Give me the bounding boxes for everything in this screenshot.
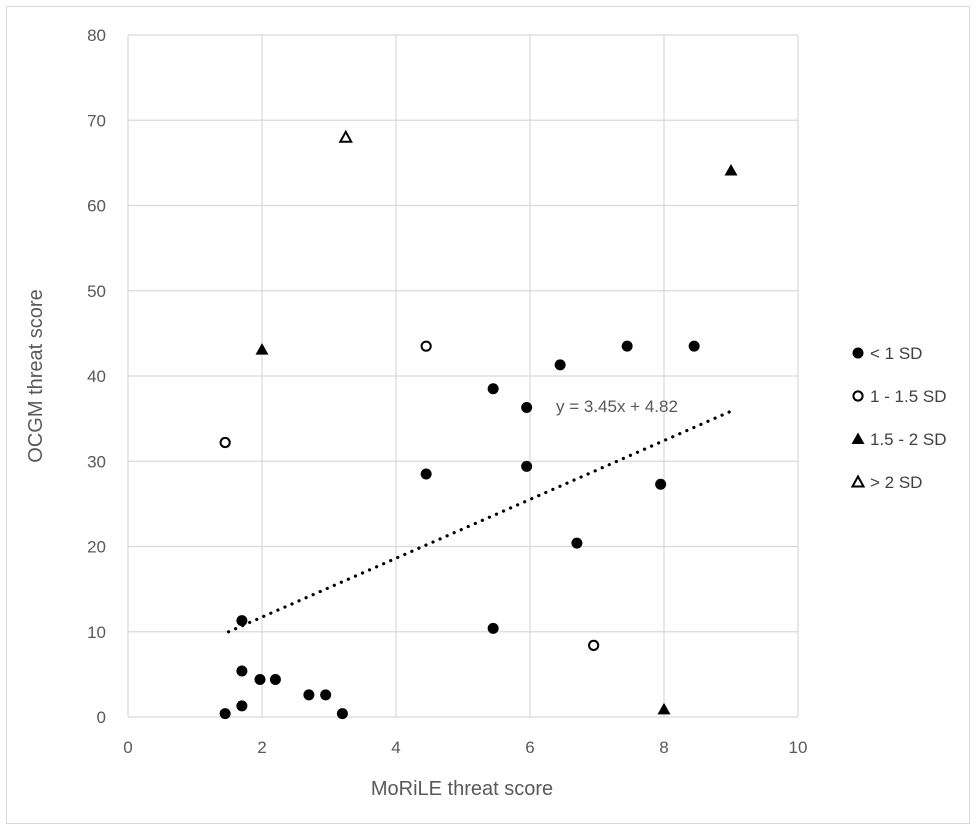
y-tick-label: 60 <box>87 197 106 216</box>
y-tick-label: 10 <box>87 623 106 642</box>
data-point <box>554 359 566 371</box>
x-tick-label: 2 <box>257 738 266 757</box>
data-point <box>487 383 499 395</box>
grid-lines <box>127 34 799 718</box>
legend-label: > 2 SD <box>870 473 922 492</box>
data-point <box>521 402 533 414</box>
data-point <box>254 673 266 685</box>
data-point <box>724 164 738 176</box>
y-tick-label: 20 <box>87 538 106 557</box>
data-point <box>336 708 348 720</box>
legend-marker <box>850 474 866 488</box>
data-point <box>219 436 231 449</box>
data-points <box>219 129 738 720</box>
data-point <box>521 460 533 472</box>
data-point <box>571 537 583 549</box>
legend-label: 1.5 - 2 SD <box>870 430 947 449</box>
data-point <box>621 340 633 352</box>
data-point <box>236 615 248 627</box>
x-axis-ticks: 0 2 4 6 8 10 <box>123 738 807 757</box>
y-tick-label: 80 <box>87 26 106 45</box>
y-axis-ticks: 0 10 20 30 40 50 60 70 80 <box>87 26 106 727</box>
data-point <box>655 478 667 490</box>
data-point <box>236 665 248 677</box>
data-point <box>338 129 353 143</box>
data-point <box>420 468 432 480</box>
y-axis-title: OCGM threat score <box>25 289 47 462</box>
y-tick-label: 0 <box>97 708 106 727</box>
legend: < 1 SD 1 - 1.5 SD 1.5 - 2 SD > 2 SD <box>850 344 947 492</box>
trendline-equation: y = 3.45x + 4.82 <box>556 397 678 416</box>
legend-label: < 1 SD <box>870 344 922 363</box>
data-point <box>588 639 600 651</box>
data-point <box>269 673 281 685</box>
trendline-line <box>226 409 733 634</box>
data-point <box>219 708 231 720</box>
y-tick-label: 40 <box>87 367 106 386</box>
data-point <box>320 689 332 701</box>
data-point <box>236 700 248 712</box>
data-point <box>688 340 700 352</box>
y-tick-label: 50 <box>87 282 106 301</box>
x-tick-label: 8 <box>659 738 668 757</box>
trendline <box>226 409 733 634</box>
y-tick-label: 70 <box>87 111 106 130</box>
x-axis-title: MoRiLE threat score <box>371 778 553 800</box>
data-point <box>420 340 432 352</box>
data-point <box>303 689 315 701</box>
chart-frame <box>6 6 970 824</box>
x-tick-label: 6 <box>525 738 534 757</box>
legend-marker <box>852 347 864 359</box>
data-point <box>255 343 269 355</box>
x-tick-label: 4 <box>391 738 400 757</box>
legend-marker <box>852 390 864 402</box>
y-tick-label: 30 <box>87 452 106 471</box>
data-point <box>657 702 671 715</box>
x-tick-label: 10 <box>789 738 808 757</box>
legend-marker <box>851 432 865 444</box>
legend-label: 1 - 1.5 SD <box>870 387 947 406</box>
data-point <box>487 622 499 634</box>
x-tick-label: 0 <box>123 738 132 757</box>
